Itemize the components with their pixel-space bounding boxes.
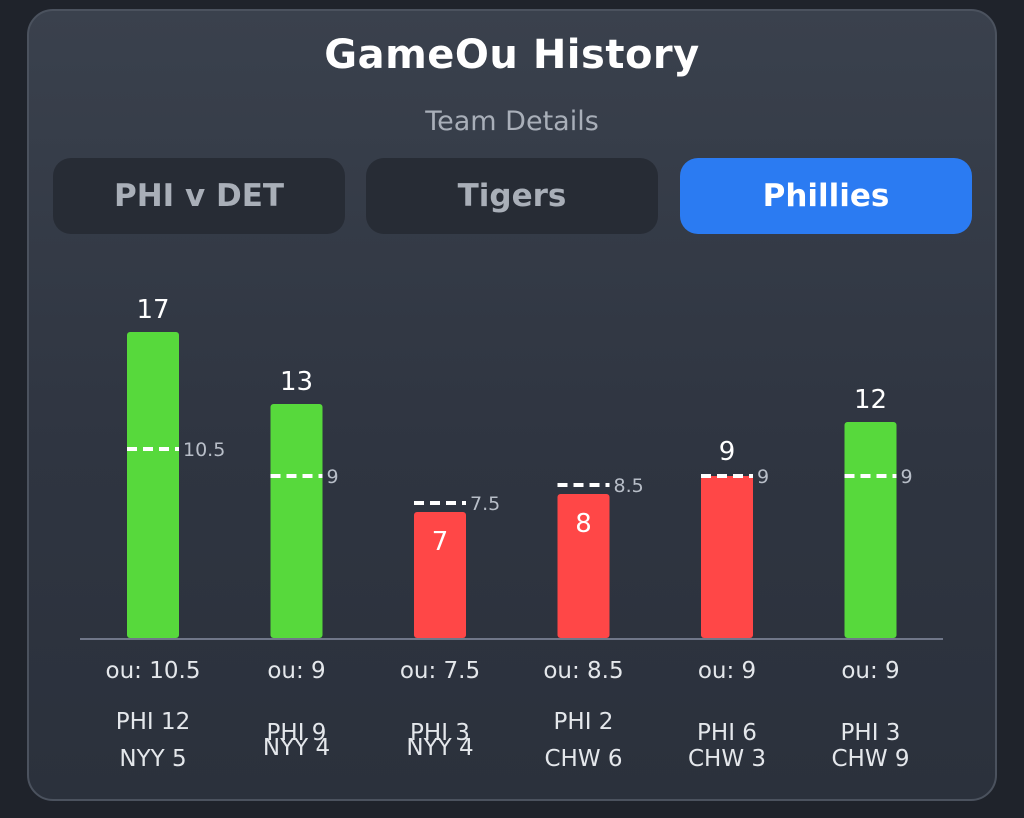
score-line-opponent: NYY 4 (263, 735, 330, 761)
score-line-phi: PHI 12 (116, 709, 191, 735)
page-title: GameOu History (324, 32, 700, 78)
score-line-opponent: CHW 3 (688, 746, 766, 772)
tab-tigers[interactable]: Tigers (366, 158, 658, 234)
bar-value-label: 13 (280, 367, 313, 397)
ou-line-label: 8.5 (614, 475, 644, 497)
bar-2 (270, 404, 323, 638)
score-line-opponent: CHW 9 (831, 746, 909, 772)
bar-5 (701, 476, 753, 638)
bar-value-label: 12 (854, 385, 887, 415)
score-line-opponent: NYY 4 (406, 735, 473, 761)
score-line-phi: PHI 2 (554, 709, 614, 735)
bar-4 (557, 494, 610, 638)
ou-category-label: ou: 9 (698, 658, 756, 684)
score-line-phi: PHI 6 (697, 720, 757, 746)
page-subtitle: Team Details (425, 106, 599, 137)
score-line-phi: PHI 9 (267, 720, 327, 746)
tab-phillies[interactable]: Phillies (680, 158, 972, 234)
ou-category-label: ou: 8.5 (543, 658, 623, 684)
ou-line-label: 9 (757, 466, 769, 488)
ou-line-label: 10.5 (183, 439, 225, 461)
bar-value-label: 8 (575, 509, 592, 539)
score-line-opponent: CHW 6 (544, 746, 622, 772)
ou-line-label: 7.5 (470, 493, 500, 515)
bar-1 (127, 332, 179, 638)
ou-category-label: ou: 10.5 (106, 658, 201, 684)
bar-3 (414, 512, 466, 638)
bar-value-label: 17 (136, 295, 169, 325)
ou-category-label: ou: 9 (267, 658, 325, 684)
ou-line-label: 9 (327, 466, 339, 488)
score-line-phi: PHI 3 (410, 720, 470, 746)
bar-6 (844, 422, 897, 638)
game-ou-history-card (27, 9, 997, 801)
ou-category-label: ou: 9 (841, 658, 899, 684)
bar-value-label: 9 (719, 437, 736, 467)
tab-matchup[interactable]: PHI v DET (53, 158, 345, 234)
score-line-opponent: NYY 5 (119, 746, 186, 772)
bar-value-label: 7 (432, 527, 449, 557)
ou-category-label: ou: 7.5 (400, 658, 480, 684)
ou-line-label: 9 (901, 466, 913, 488)
score-line-phi: PHI 3 (841, 720, 901, 746)
